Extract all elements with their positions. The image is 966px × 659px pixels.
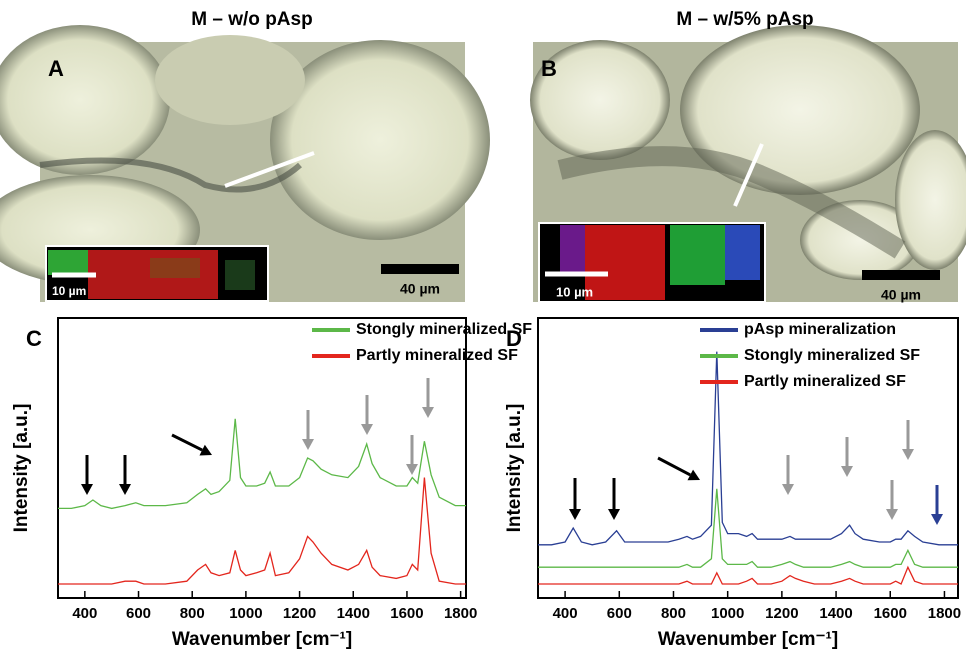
x-tick-label: 1000: [711, 605, 744, 622]
annotation-arrowhead: [782, 484, 794, 495]
annotation-arrow: [171, 433, 203, 452]
legend-label: Partly mineralized SF: [356, 347, 518, 364]
plot-frame: [537, 317, 959, 599]
x-tick-label: 1400: [819, 605, 852, 622]
annotation-arrowhead: [569, 509, 581, 520]
spectrum-line: [538, 565, 958, 585]
annotation-arrowhead: [302, 439, 314, 450]
annotation-arrowhead: [841, 466, 853, 477]
x-tick-label: 400: [553, 605, 578, 622]
x-tick-label: 600: [126, 605, 151, 622]
inset-scale-label: 10 µm: [52, 284, 86, 298]
annotation-arrowhead: [608, 509, 620, 520]
plot-frame: [57, 317, 467, 599]
x-tick-label: 400: [72, 605, 97, 622]
x-tick-label: 600: [607, 605, 632, 622]
legend-label: Stongly mineralized SF: [356, 321, 532, 338]
x-axis-label: Wavenumber [cm⁻¹]: [658, 629, 838, 650]
micrograph-b: [530, 25, 966, 303]
legend-label: Partly mineralized SF: [744, 373, 906, 390]
x-tick-label: 1600: [390, 605, 423, 622]
spectrum-line: [538, 488, 958, 568]
legend-label: pAsp mineralization: [744, 321, 896, 338]
micrograph-a: [0, 25, 490, 302]
annotation-arrowhead: [406, 464, 418, 475]
x-tick-label: 1800: [928, 605, 961, 622]
annotation-arrowhead: [931, 514, 943, 525]
annotation-arrowhead: [886, 509, 898, 520]
x-tick-label: 1800: [444, 605, 477, 622]
spectrum-line: [538, 351, 958, 546]
annotation-arrowhead: [81, 484, 93, 495]
x-tick-label: 1200: [283, 605, 316, 622]
annotation-arrowhead: [422, 407, 434, 418]
annotation-arrowhead: [119, 484, 131, 495]
panel-label: C: [26, 326, 42, 351]
y-axis-label: Intensity [a.u.]: [11, 404, 32, 533]
annotation-arrow: [657, 456, 691, 477]
annotation-arrowhead: [687, 469, 700, 481]
scale-bar-label: 40 µm: [400, 281, 440, 297]
x-tick-label: 1400: [337, 605, 370, 622]
x-axis-label: Wavenumber [cm⁻¹]: [172, 629, 352, 650]
scale-bar-label: 40 µm: [881, 287, 921, 303]
panel-title: M – w/5% pAsp: [676, 9, 813, 30]
panel-label: B: [541, 56, 557, 81]
x-tick-label: 800: [661, 605, 686, 622]
annotation-arrowhead: [361, 424, 373, 435]
panel-label: D: [506, 326, 522, 351]
annotation-arrowhead: [902, 449, 914, 460]
panel-label: A: [48, 56, 64, 81]
x-tick-label: 1000: [229, 605, 262, 622]
spectrum-line: [58, 418, 466, 510]
x-tick-label: 800: [180, 605, 205, 622]
panel-title: M – w/o pAsp: [191, 9, 312, 30]
spectrum-line: [58, 477, 466, 585]
legend-label: Stongly mineralized SF: [744, 347, 920, 364]
x-tick-label: 1600: [874, 605, 907, 622]
annotation-arrowhead: [199, 444, 212, 456]
x-tick-label: 1200: [765, 605, 798, 622]
y-axis-label: Intensity [a.u.]: [504, 404, 525, 533]
inset-scale-label: 10 µm: [556, 284, 593, 299]
